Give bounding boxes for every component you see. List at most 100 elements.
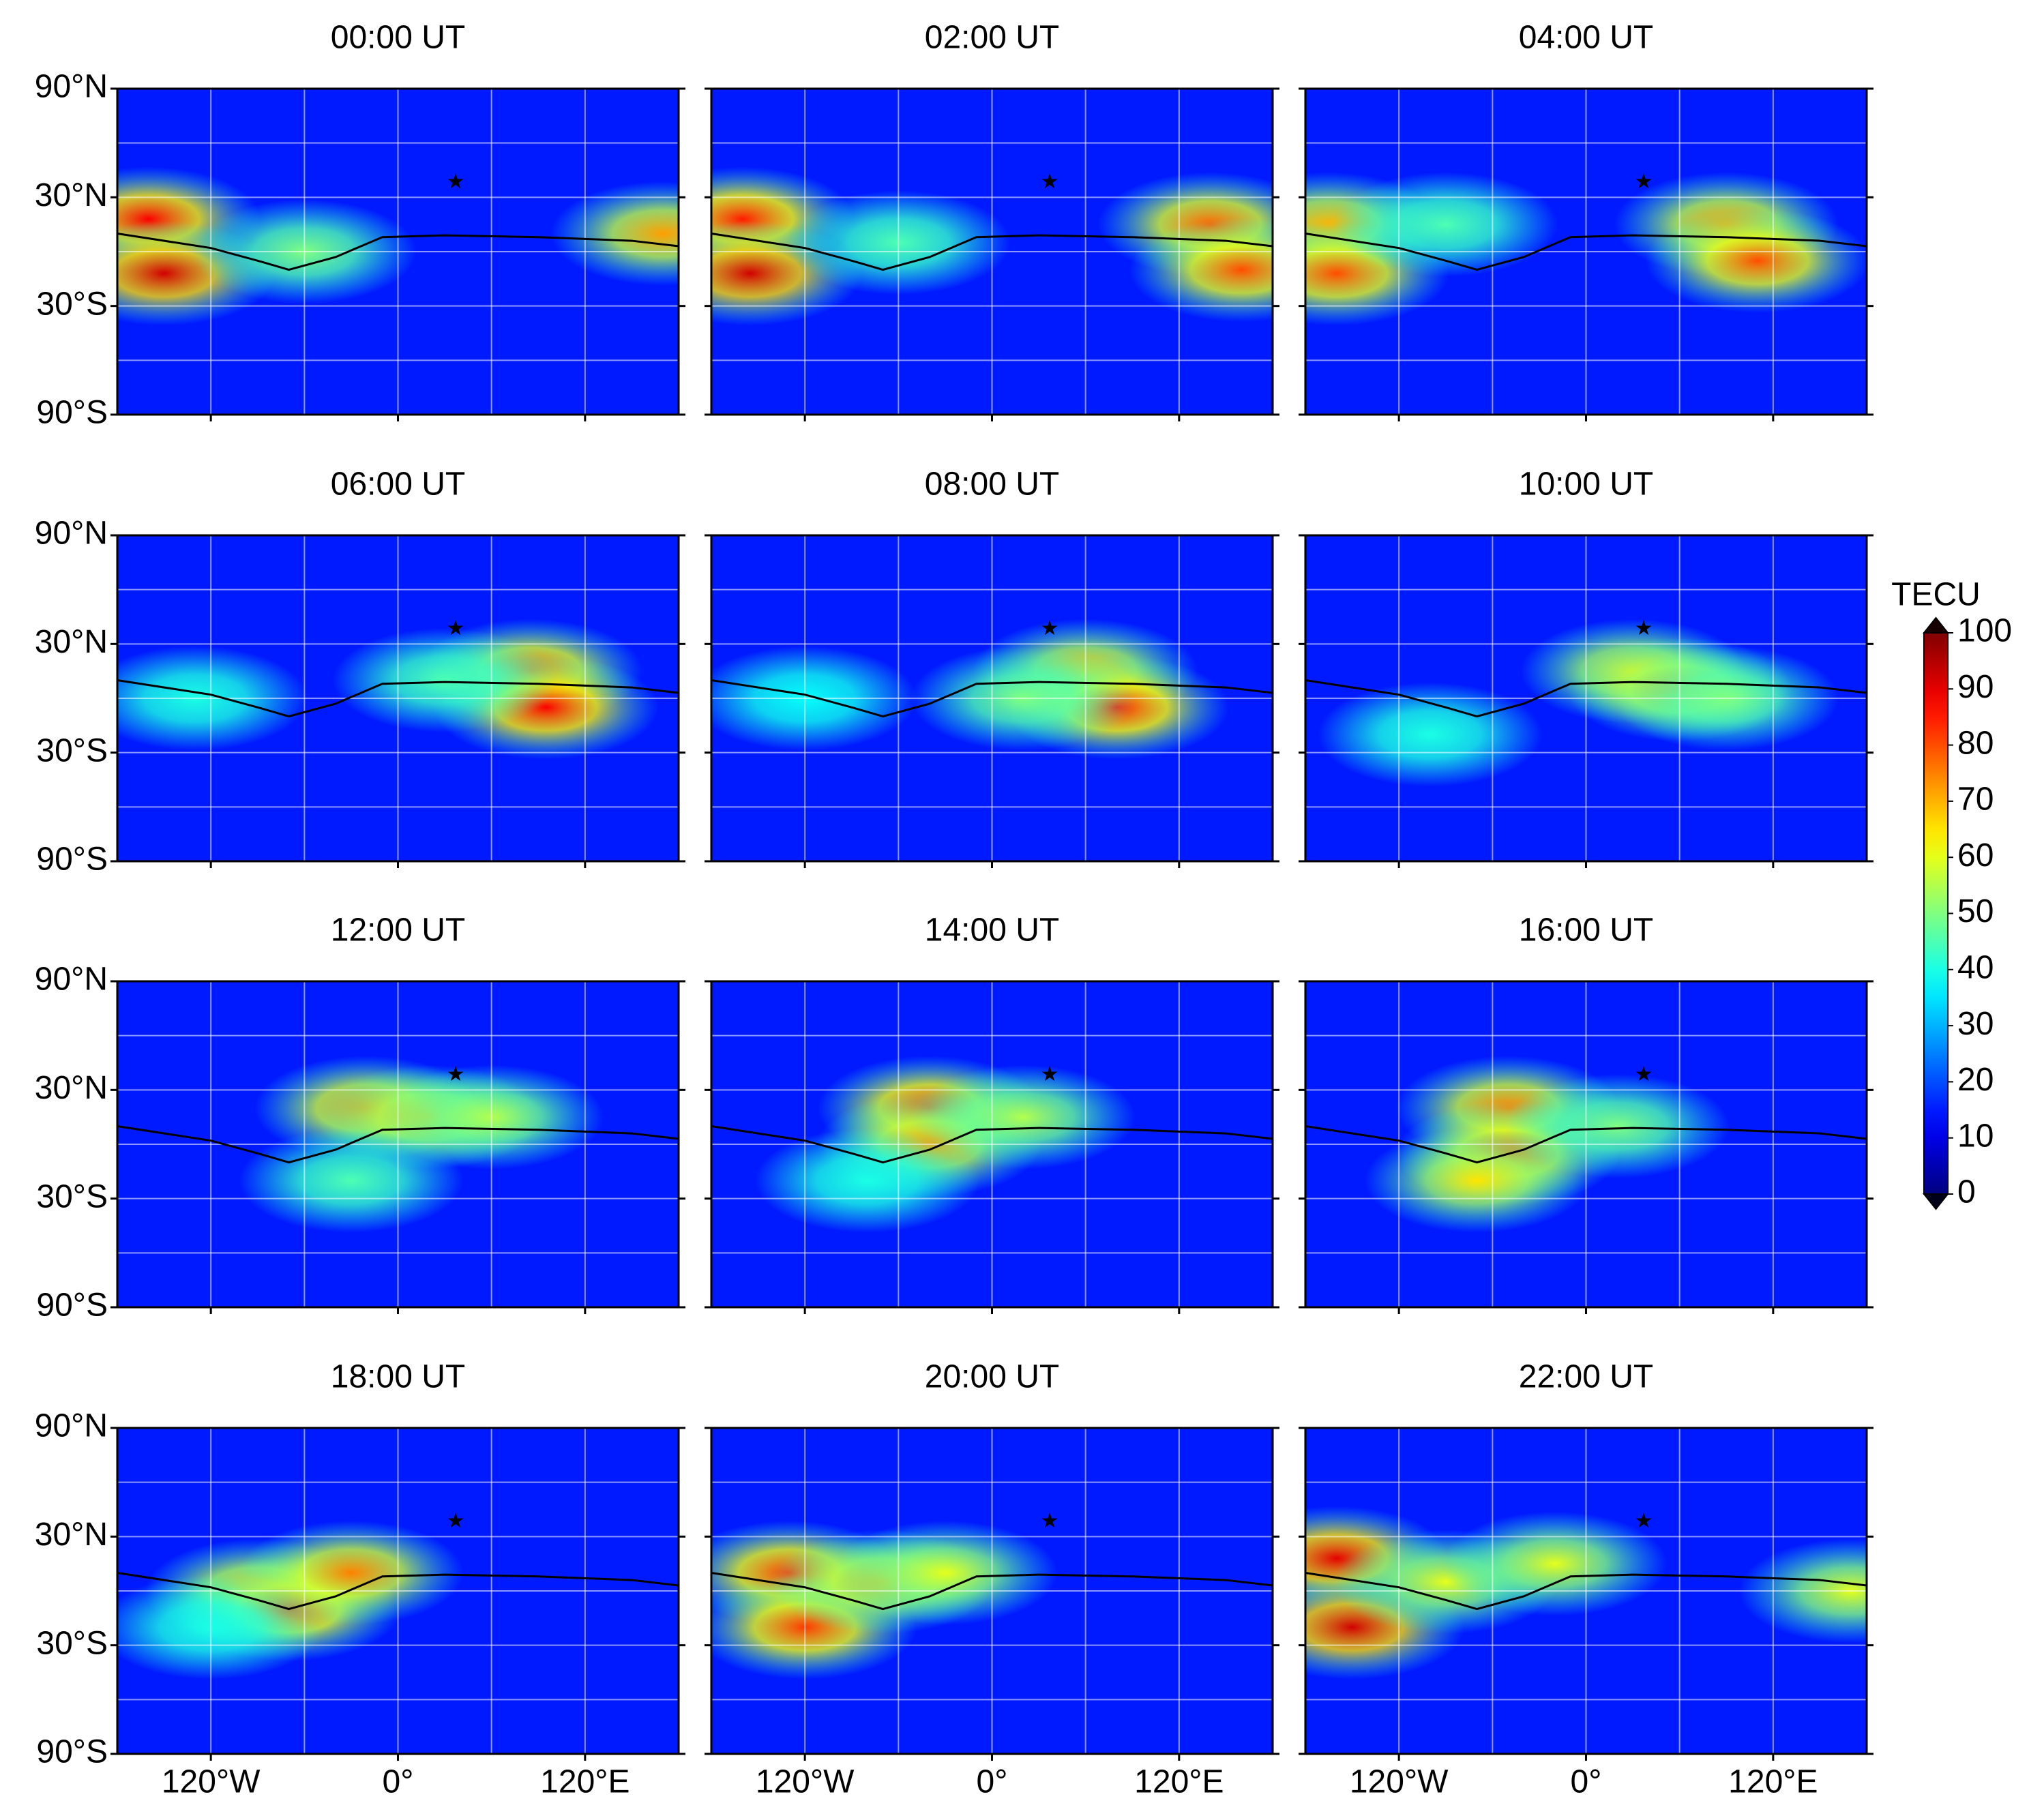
epicenter-marker: ★: [1635, 617, 1653, 640]
epicenter-marker: ★: [447, 617, 465, 640]
x-tick-label: 120°W: [162, 1764, 261, 1800]
map-panel: 08:00 UT ★: [705, 466, 1279, 868]
map-panel: 12:00 UT ★ 90°N 30°N 30°S 90°S: [35, 912, 685, 1324]
y-tick-label: 30°S: [36, 1625, 108, 1661]
map-panel: 00:00 UT ★ 90°N 30°N 30°S 90°S: [35, 20, 685, 431]
x-tick-label: 120°E: [540, 1764, 630, 1800]
tec-peak: [1645, 208, 1867, 313]
colorbar: TECU 0 10 20 30 40 50 60 70 80 90 100: [1891, 577, 2012, 1210]
colorbar-body: [1923, 632, 1949, 1195]
colorbar-tick-label: 0: [1957, 1174, 1976, 1210]
magnetic-equator: [711, 232, 1273, 271]
colorbar-label: TECU: [1891, 577, 1981, 613]
map-panel: 02:00 UT ★: [705, 20, 1279, 421]
tec-peak: [117, 1575, 323, 1680]
map-panel: 22:00 UT ★ 120°W 0° 120°E: [1299, 1359, 1873, 1800]
colorbar-tick-label: 80: [1957, 725, 1994, 761]
panel-title: 22:00 UT: [1519, 1359, 1653, 1395]
y-tick-label: 30°S: [36, 286, 108, 322]
map-field: ★: [117, 981, 679, 1307]
epicenter-marker: ★: [447, 170, 465, 193]
map-field: ★: [1305, 981, 1867, 1307]
tec-peak: [1505, 1073, 1730, 1178]
panel-title: 04:00 UT: [1519, 20, 1653, 56]
panel-title: 00:00 UT: [331, 20, 465, 56]
panel-title: 14:00 UT: [925, 912, 1059, 949]
magnetic-equator: [711, 1571, 1273, 1611]
map-panel: 20:00 UT ★ 120°W 0° 120°E: [705, 1359, 1279, 1800]
panel-title: 10:00 UT: [1519, 466, 1653, 503]
colorbar-tick-label: 100: [1957, 613, 2012, 649]
epicenter-marker: ★: [1635, 1510, 1653, 1532]
colorbar-extend-bottom: [1922, 1193, 1950, 1210]
y-tick-label: 30°N: [35, 1517, 108, 1553]
colorbar-tick-label: 20: [1957, 1062, 1994, 1098]
y-tick-label: 90°N: [35, 516, 108, 552]
panel-title: 08:00 UT: [925, 466, 1059, 503]
map-field: ★: [1305, 1428, 1867, 1754]
colorbar-tick-label: 60: [1957, 837, 1994, 874]
map-panel: 16:00 UT ★: [1299, 912, 1873, 1314]
map-field: ★: [711, 535, 1273, 861]
map-field: ★: [1305, 535, 1867, 861]
map-panel: 14:00 UT ★: [705, 912, 1279, 1314]
x-tick-label: 120°W: [756, 1764, 855, 1800]
colorbar-tick-label: 90: [1957, 669, 1994, 705]
x-tick-label: 120°W: [1350, 1764, 1449, 1800]
tec-peak: [833, 1520, 1058, 1625]
y-tick-label: 30°S: [36, 732, 108, 769]
y-tick-label: 90°N: [35, 1408, 108, 1444]
map-panel: 10:00 UT ★: [1299, 466, 1873, 868]
map-field: ★: [117, 89, 679, 415]
panel-title: 18:00 UT: [331, 1359, 465, 1395]
map-field: ★: [1305, 89, 1867, 415]
epicenter-marker: ★: [1635, 1063, 1653, 1086]
map-field: ★: [711, 89, 1273, 415]
colorbar-tick-label: 50: [1957, 893, 1994, 929]
x-tick-label: 0°: [1571, 1764, 1602, 1800]
colorbar-tick-label: 10: [1957, 1118, 1994, 1154]
x-tick-label: 120°E: [1728, 1764, 1818, 1800]
magnetic-equator: [1305, 679, 1867, 718]
tec-peak: [755, 1128, 980, 1233]
y-tick-label: 90°N: [35, 962, 108, 998]
tec-peak: [1129, 218, 1273, 323]
map-field: ★: [711, 981, 1273, 1307]
tec-peak: [1333, 172, 1558, 277]
y-tick-label: 90°S: [36, 1287, 108, 1324]
magnetic-equator: [711, 679, 1273, 718]
map-field: ★: [117, 1428, 679, 1754]
y-tick-label: 30°N: [35, 177, 108, 213]
magnetic-equator: [117, 1571, 679, 1611]
y-tick-label: 90°S: [36, 841, 108, 878]
magnetic-equator: [711, 1124, 1273, 1164]
panel-title: 06:00 UT: [331, 466, 465, 503]
magnetic-equator: [1305, 1571, 1867, 1611]
tec-peak: [910, 1064, 1136, 1169]
magnetic-equator: [1305, 232, 1867, 271]
colorbar-extend-top: [1922, 616, 1950, 634]
x-tick-label: 120°E: [1134, 1764, 1224, 1800]
magnetic-equator: [1305, 1124, 1867, 1164]
colorbar-tick-label: 70: [1957, 781, 1994, 818]
y-tick-label: 30°N: [35, 1070, 108, 1106]
y-tick-label: 90°N: [35, 69, 108, 105]
panel-title: 16:00 UT: [1519, 912, 1653, 949]
map-field: ★: [117, 535, 679, 861]
x-tick-label: 0°: [977, 1764, 1008, 1800]
map-field: ★: [711, 1428, 1273, 1754]
panel-title: 02:00 UT: [925, 20, 1059, 56]
map-panel: 06:00 UT ★ 90°N 30°N 30°S 90°S: [35, 466, 685, 878]
epicenter-marker: ★: [1635, 170, 1653, 193]
magnetic-equator: [117, 679, 679, 718]
epicenter-marker: ★: [1041, 1510, 1059, 1532]
tec-peak: [550, 181, 679, 286]
tec-peak: [1442, 1511, 1668, 1616]
tec-peak: [1318, 682, 1543, 787]
x-tick-label: 0°: [383, 1764, 414, 1800]
colorbar-tick-label: 30: [1957, 1006, 1994, 1042]
y-tick-label: 30°N: [35, 624, 108, 660]
tec-peak: [239, 1128, 464, 1233]
magnetic-equator: [117, 232, 679, 271]
y-tick-label: 30°S: [36, 1178, 108, 1215]
